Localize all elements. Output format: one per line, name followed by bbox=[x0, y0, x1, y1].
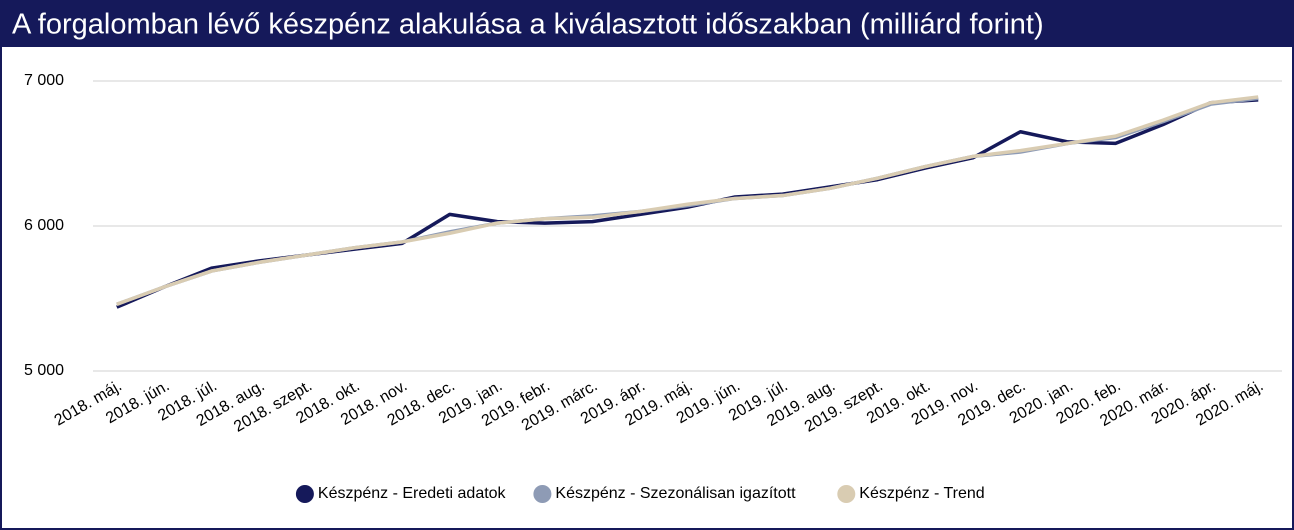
chart-title: A forgalomban lévő készpénz alakulása a … bbox=[12, 9, 1044, 41]
legend-label: Készpénz - Szezonálisan igazított bbox=[555, 485, 796, 502]
y-tick-label: 6 000 bbox=[24, 217, 64, 234]
legend-swatch bbox=[837, 485, 856, 503]
title-bar bbox=[1, 1, 1293, 47]
legend-swatch bbox=[533, 485, 552, 503]
legend-swatch bbox=[295, 485, 314, 503]
series-line bbox=[116, 95, 1259, 306]
legend-label: Készpénz - Eredeti adatok bbox=[318, 485, 507, 502]
legend-label: Készpénz - Trend bbox=[859, 485, 984, 502]
y-tick-label: 7 000 bbox=[24, 72, 64, 89]
y-tick-label: 5 000 bbox=[24, 362, 64, 379]
legend: Készpénz - Eredeti adatok Készpénz - Szez… bbox=[295, 485, 985, 503]
